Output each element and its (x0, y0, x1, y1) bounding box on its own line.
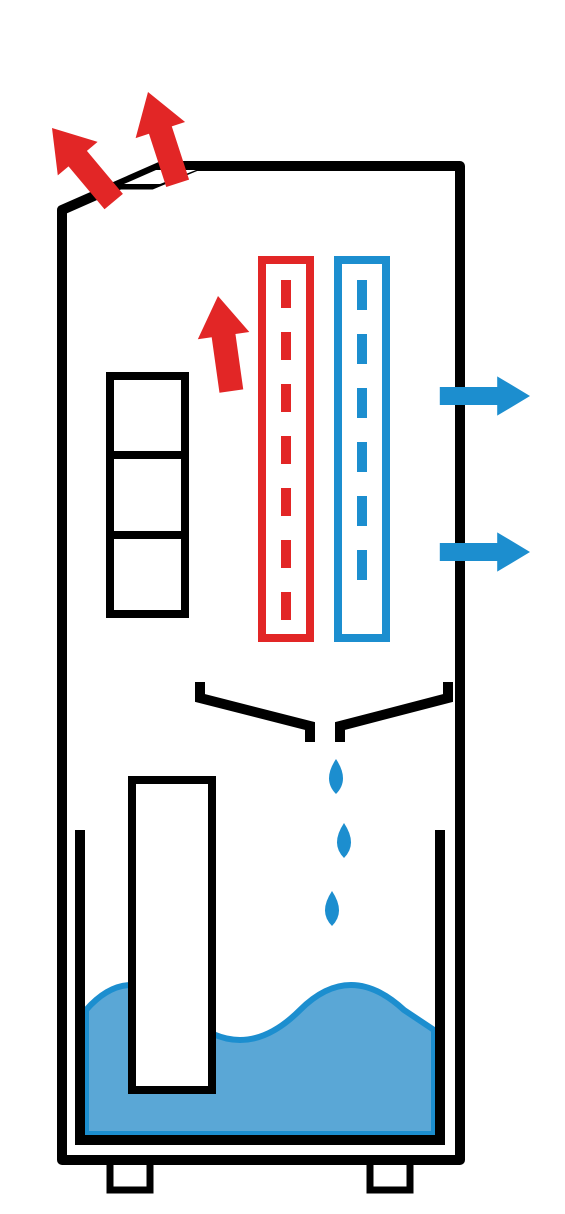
cold-air-arrow-0 (440, 376, 530, 415)
tank-column (132, 780, 212, 1090)
water-drop-2 (325, 891, 339, 926)
water-drop-0 (329, 759, 343, 794)
drip-tray (200, 682, 448, 742)
water-drop-1 (337, 823, 351, 858)
control-panel (110, 376, 185, 614)
hot-air-arrow-2 (192, 292, 257, 394)
cold-air-arrow-1 (440, 532, 530, 571)
